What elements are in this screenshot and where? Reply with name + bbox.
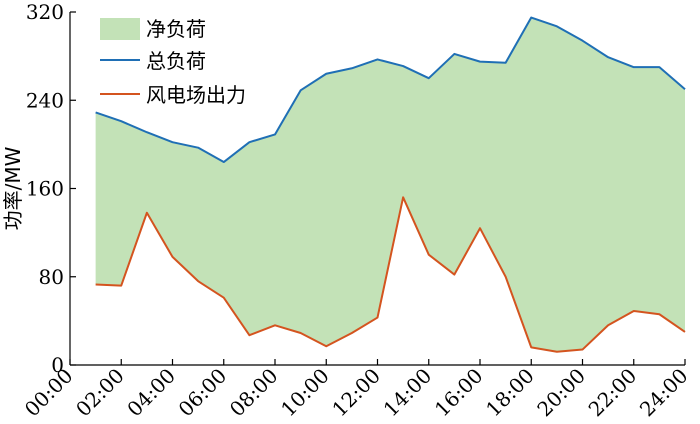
y-axis-title: 功率/MW: [1, 146, 25, 230]
x-tick-label: 00:00: [20, 364, 78, 422]
x-tick-label: 04:00: [122, 364, 180, 422]
legend-label-series-0: 总负荷: [146, 49, 206, 73]
x-tick-label: 24:00: [635, 364, 693, 422]
x-tick-label: 22:00: [584, 364, 642, 422]
net-load-area: [95, 17, 685, 352]
x-tick-label: 08:00: [225, 364, 283, 422]
x-tick-label: 10:00: [276, 364, 334, 422]
x-tick-label: 12:00: [327, 364, 385, 422]
plot-area: [95, 16, 686, 353]
y-tick-label: 80: [39, 265, 64, 289]
series-line-1: [95, 196, 686, 353]
legend-label-net-load: 净负荷: [146, 17, 206, 41]
y-tick-label: 160: [26, 177, 64, 201]
x-tick-label: 16:00: [430, 364, 488, 422]
x-tick-label: 18:00: [481, 364, 539, 422]
x-tick-label: 02:00: [71, 364, 129, 422]
y-tick-label: 320: [26, 0, 64, 24]
x-tick-label: 20:00: [532, 364, 590, 422]
y-tick-label: 240: [26, 88, 64, 112]
legend-swatch-net-load: [100, 18, 140, 40]
legend-label-series-1: 风电场出力: [146, 83, 246, 107]
x-tick-label: 06:00: [174, 364, 232, 422]
y-tick-label: 0: [51, 353, 64, 377]
x-tick-label: 14:00: [379, 364, 437, 422]
series-line-0: [95, 16, 686, 164]
